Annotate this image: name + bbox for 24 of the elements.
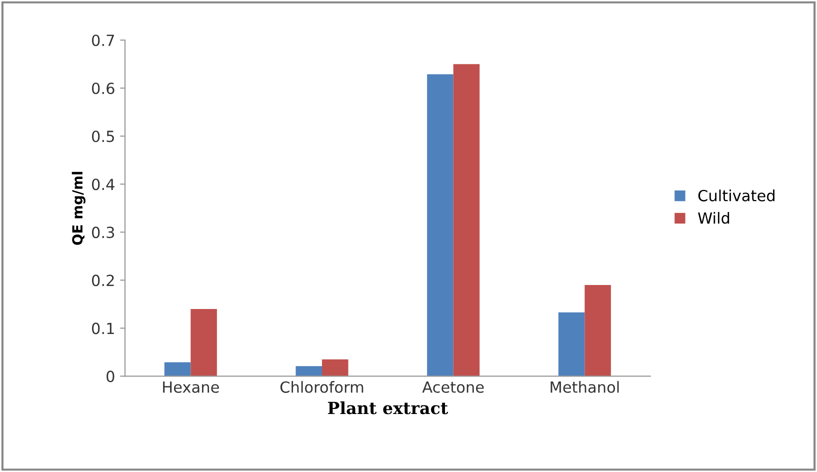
x-tick-label: Hexane	[163, 382, 219, 393]
y-tick-label: 0.3	[92, 226, 114, 238]
y-tick-label: 0.5	[92, 130, 114, 142]
x-tick-label: Methanol	[550, 381, 619, 393]
y-tick-label: 0.1	[92, 322, 114, 334]
legend-label: Wild	[698, 212, 730, 224]
y-tick-label: 0	[106, 370, 114, 382]
bar	[558, 312, 585, 376]
bar	[453, 64, 480, 376]
x-tick-label: Acetone	[422, 382, 484, 393]
legend-label: Cultivated	[698, 190, 774, 202]
bar	[190, 308, 217, 376]
y-tick-label: 0.2	[92, 274, 114, 286]
x-tick-label: Chloroform	[280, 381, 364, 393]
y-tick-label: 0.4	[92, 178, 114, 190]
bar	[427, 74, 454, 376]
bar	[584, 284, 611, 376]
bar	[164, 362, 191, 376]
y-tick-label: 0.6	[92, 82, 114, 94]
bar	[296, 366, 322, 376]
y-axis-title: QE mg/ml	[72, 172, 86, 245]
x-axis-title: Plant extract	[328, 401, 448, 414]
y-tick-label: 0.7	[92, 34, 114, 46]
bar	[322, 359, 348, 376]
